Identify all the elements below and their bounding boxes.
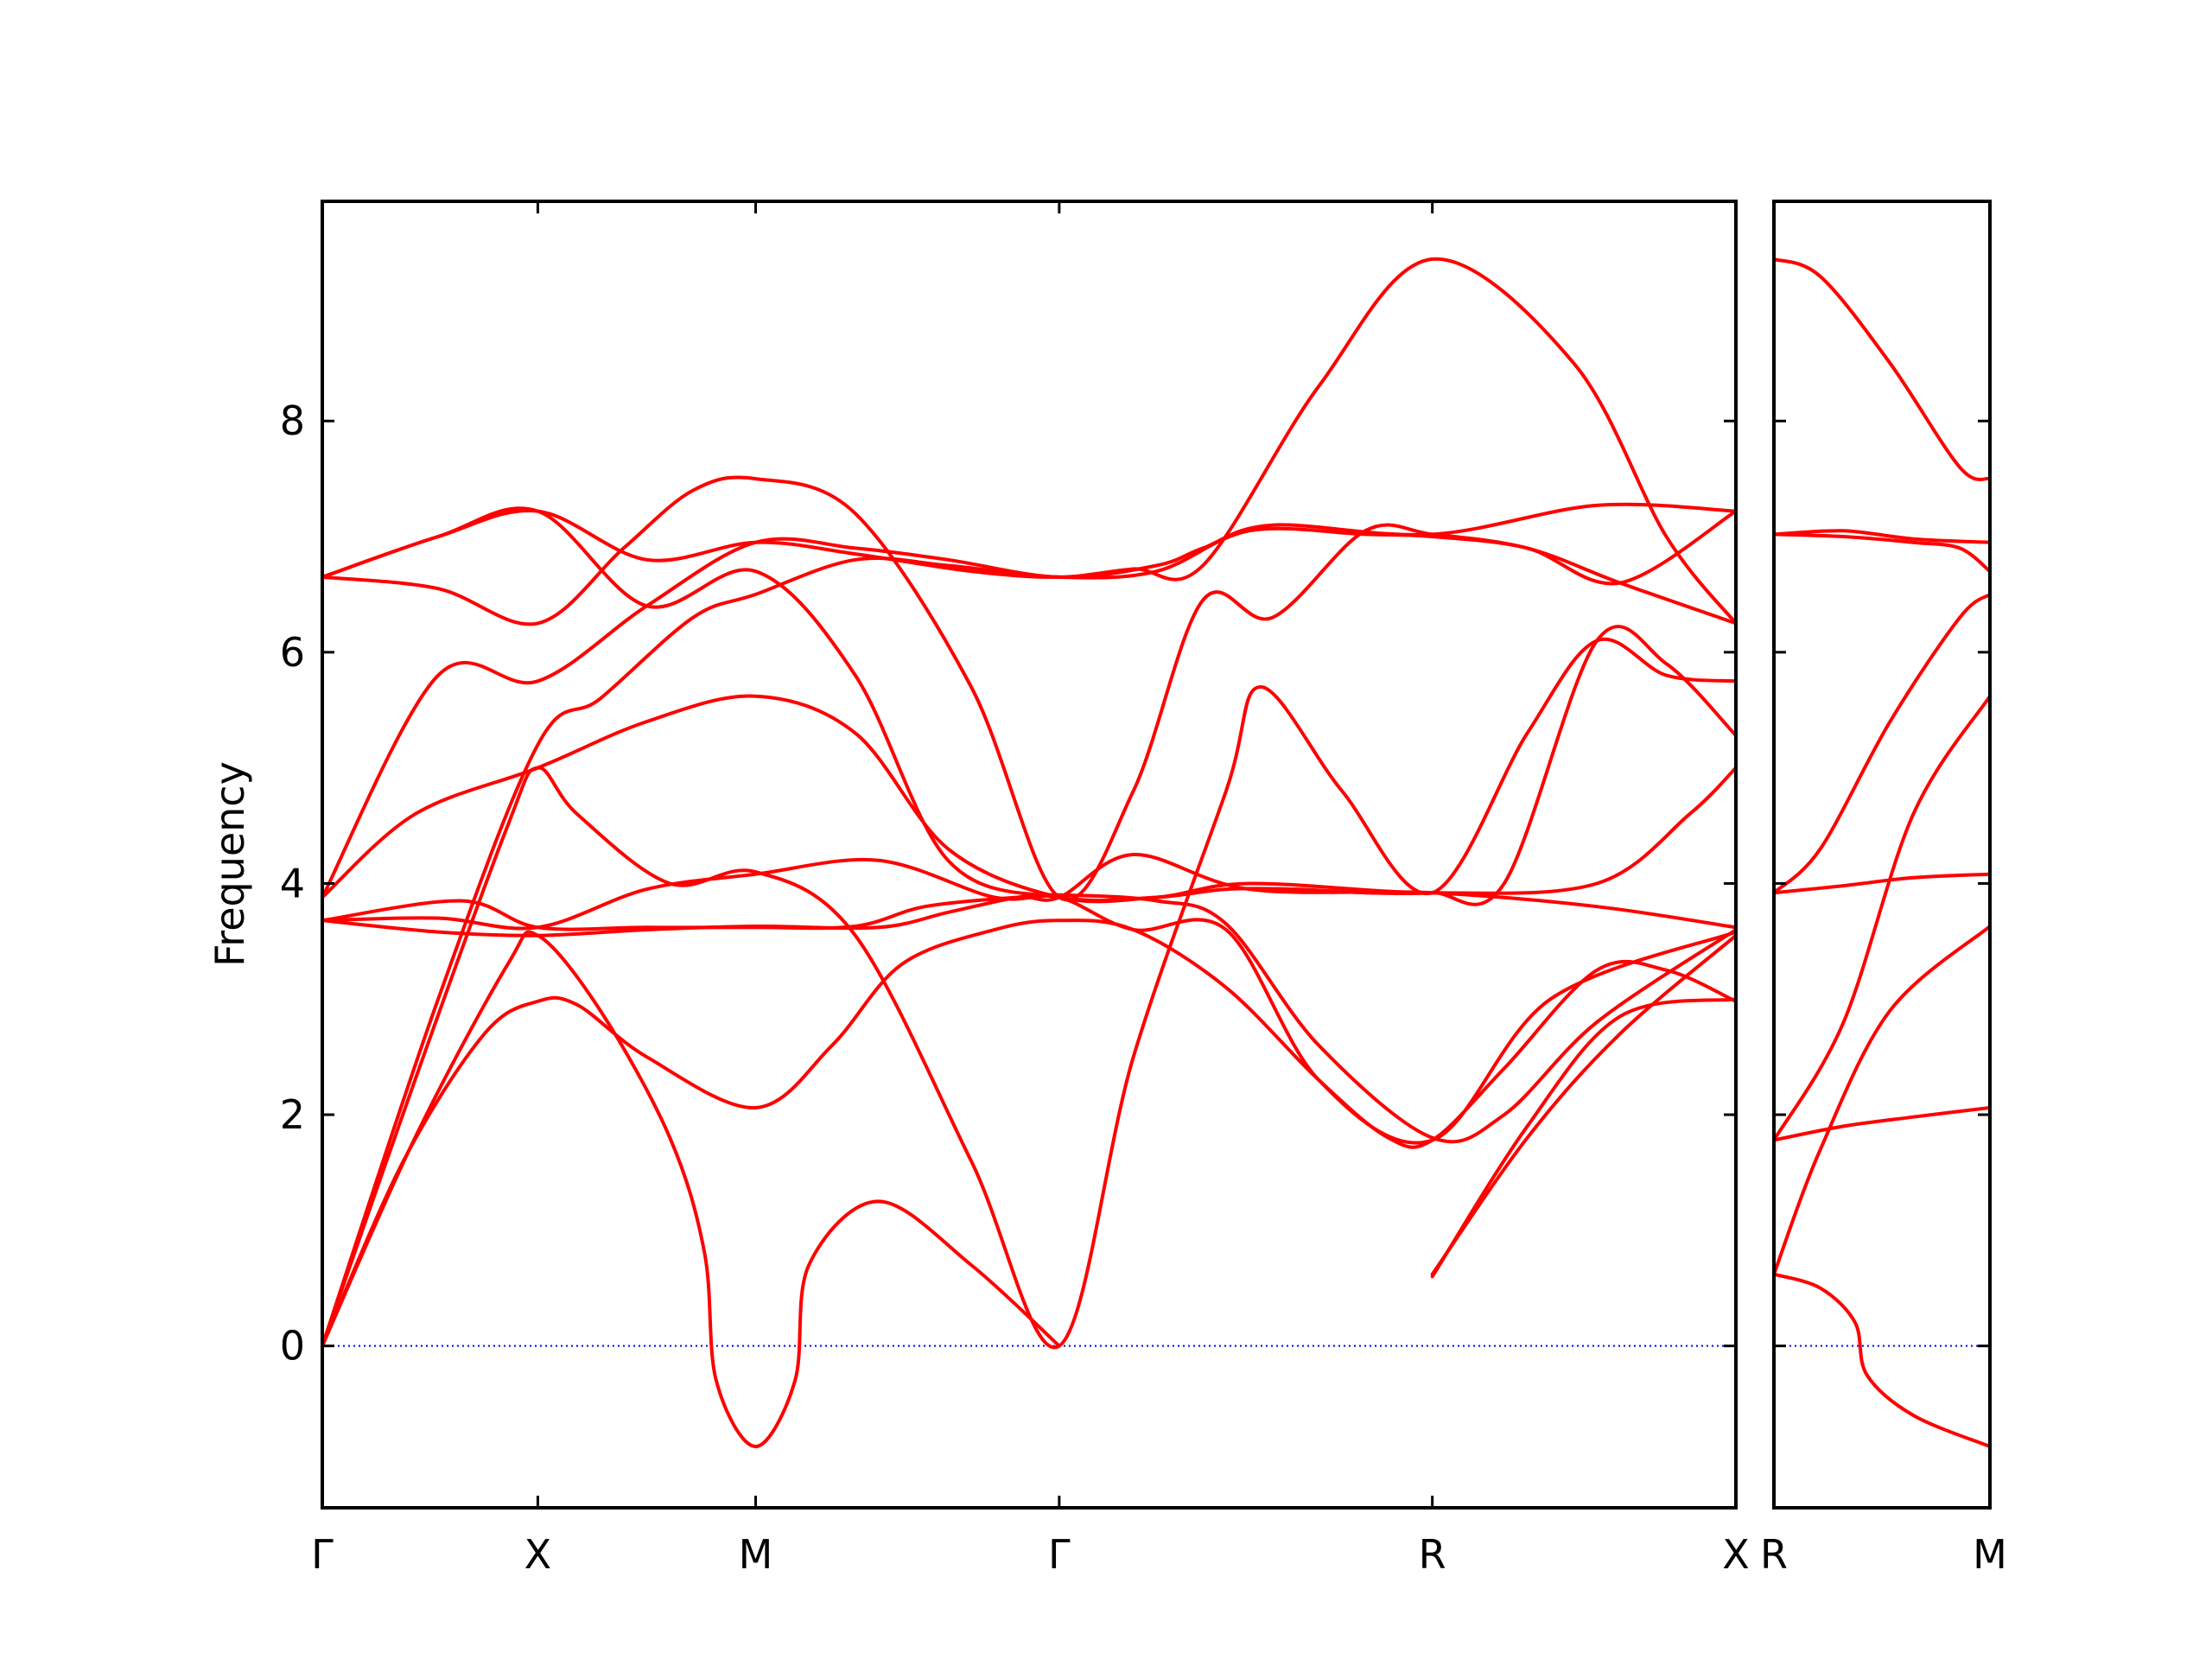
y-tick-label: 0 xyxy=(280,1323,305,1370)
y-axis-title: Frequency xyxy=(207,761,253,967)
y-tick-label: 8 xyxy=(280,397,305,444)
band-line-9 xyxy=(322,637,1736,1350)
plot-frame xyxy=(321,200,1738,1510)
band-line-12 xyxy=(322,506,1736,906)
main-panel: Γ X M Γ R X 0 2 4 6 8 xyxy=(280,200,1750,1578)
x-tick-label: R xyxy=(1419,1531,1446,1578)
x-tick-label: X xyxy=(1722,1531,1750,1578)
x-tick-label: X xyxy=(524,1531,552,1578)
y-tick-label: 6 xyxy=(280,629,305,676)
y-tick-label: 2 xyxy=(280,1091,305,1138)
band-line-2 xyxy=(322,930,1061,1449)
band-line-3 xyxy=(1774,532,1990,574)
x-tick-label: Γ xyxy=(311,1531,334,1578)
band-line-4 xyxy=(322,893,1736,1144)
band-line-6 xyxy=(1774,694,1990,1142)
plot-frame xyxy=(1772,200,1992,1510)
x-tick-label: Γ xyxy=(1048,1531,1071,1578)
y-tick-label: 4 xyxy=(280,860,305,906)
band-line-9 xyxy=(1774,1272,1990,1449)
x-tick-label: M xyxy=(1973,1531,2007,1578)
band-line-2 xyxy=(1774,529,1990,544)
band-line-11 xyxy=(322,257,1736,626)
band-line-1 xyxy=(1774,257,1990,481)
band-line-5 xyxy=(1774,872,1990,895)
band-line-8 xyxy=(1774,925,1990,1276)
band-line-1 xyxy=(322,918,1736,1348)
x-tick-label: R xyxy=(1760,1531,1788,1578)
band-line-7 xyxy=(322,694,1736,904)
band-line-14 xyxy=(1430,997,1736,1279)
x-tick-label: M xyxy=(739,1531,773,1578)
band-line-13 xyxy=(1430,933,1736,1276)
band-line-4 xyxy=(1774,592,1990,895)
band-line-7 xyxy=(1774,1106,1990,1142)
